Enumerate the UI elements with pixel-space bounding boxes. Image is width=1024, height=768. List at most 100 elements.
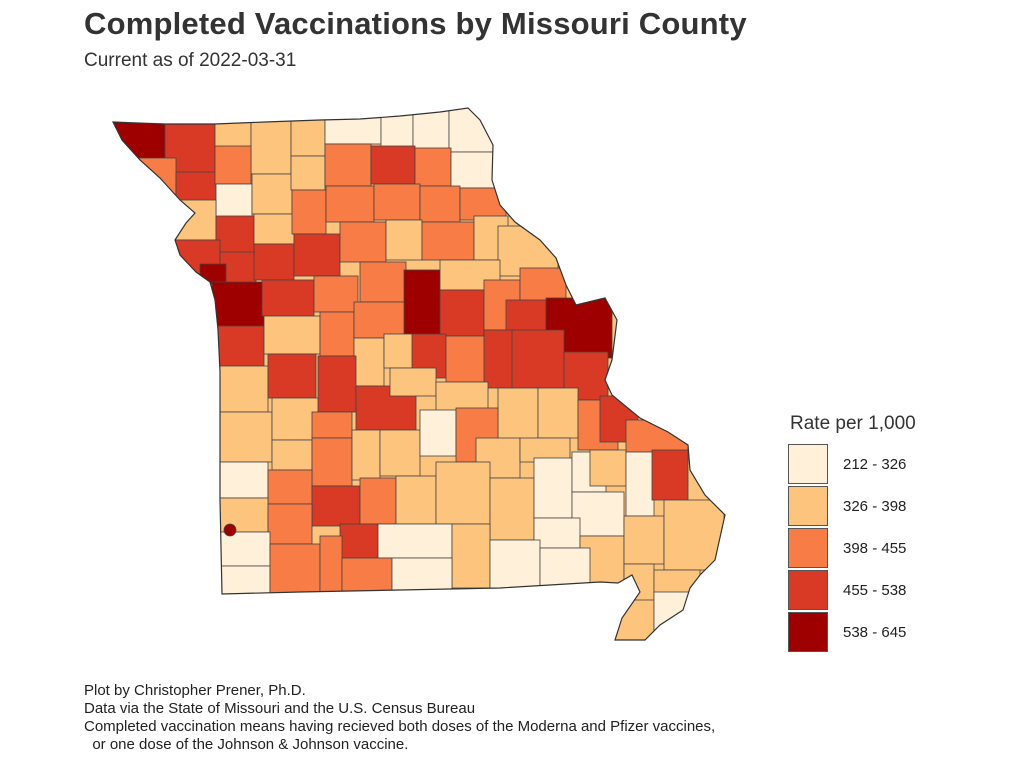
county — [533, 517, 581, 549]
county — [623, 515, 665, 565]
county — [379, 429, 421, 477]
county — [313, 275, 359, 313]
county — [421, 221, 475, 261]
county — [483, 329, 515, 389]
county — [339, 221, 387, 263]
county — [219, 461, 269, 499]
county — [175, 171, 217, 205]
caption-line: Completed vaccination means having recie… — [84, 718, 716, 735]
county — [311, 411, 353, 439]
county — [448, 108, 498, 153]
county — [380, 113, 414, 149]
county — [214, 145, 252, 185]
county — [317, 355, 357, 413]
county — [383, 333, 415, 369]
county — [341, 557, 393, 595]
county — [623, 563, 655, 605]
county — [319, 311, 355, 357]
county — [511, 329, 565, 389]
county — [435, 381, 489, 413]
legend-label: 326 - 398 — [843, 498, 907, 515]
county — [651, 449, 689, 501]
county — [359, 261, 407, 303]
legend-item: 538 - 645 — [788, 612, 988, 654]
legend-swatch — [788, 528, 828, 568]
legend-swatch — [788, 444, 828, 484]
county — [377, 523, 453, 559]
county — [223, 523, 237, 537]
county — [215, 325, 265, 367]
county — [353, 301, 405, 339]
county — [319, 535, 343, 595]
county — [370, 145, 416, 185]
county — [351, 429, 381, 481]
county — [339, 523, 379, 559]
caption: Plot by Christopher Prener, Ph.D. Data v… — [84, 682, 715, 754]
county — [271, 439, 313, 471]
county — [359, 477, 397, 525]
county — [385, 219, 423, 261]
county — [373, 183, 421, 221]
county — [414, 147, 452, 187]
county — [625, 419, 689, 453]
county — [353, 337, 385, 387]
county — [419, 409, 457, 457]
county — [219, 531, 271, 567]
caption-line: Plot by Christopher Prener, Ph.D. — [84, 682, 306, 699]
county — [653, 591, 695, 640]
county — [293, 233, 341, 277]
legend-swatch — [788, 486, 828, 526]
county — [129, 157, 177, 201]
county — [391, 557, 453, 595]
county — [251, 173, 293, 215]
county — [219, 411, 273, 463]
county — [253, 213, 295, 245]
county-fills — [113, 108, 725, 640]
legend-label: 398 - 455 — [843, 540, 907, 557]
legend-swatch — [788, 612, 828, 652]
legend-label: 212 - 326 — [843, 456, 907, 473]
county — [271, 397, 319, 441]
county — [290, 117, 326, 157]
county — [267, 469, 313, 505]
legend-swatch — [788, 570, 828, 610]
county — [219, 565, 271, 597]
county — [537, 387, 579, 439]
legend-title: Rate per 1,000 — [790, 413, 916, 434]
legend-item: 326 - 398 — [788, 486, 988, 528]
county — [325, 185, 375, 223]
county — [489, 539, 541, 591]
caption-line: or one dose of the Johnson & Johnson vac… — [84, 736, 409, 753]
county — [269, 543, 321, 595]
county — [450, 151, 498, 189]
county — [395, 475, 437, 525]
county — [215, 183, 253, 219]
county — [505, 299, 547, 335]
legend-item: 212 - 326 — [788, 444, 988, 486]
caption-line: Data via the State of Missouri and the U… — [84, 700, 476, 717]
county — [489, 477, 535, 541]
county — [267, 503, 313, 545]
county — [290, 155, 326, 191]
county — [263, 315, 321, 355]
county — [199, 263, 227, 285]
county — [253, 243, 295, 281]
county — [215, 215, 255, 255]
county — [625, 451, 655, 517]
county — [261, 279, 315, 317]
legend-label: 455 - 538 — [843, 582, 907, 599]
county — [412, 109, 450, 151]
county — [533, 457, 573, 519]
county — [419, 185, 461, 223]
county — [445, 335, 487, 383]
legend-item: 398 - 455 — [788, 528, 988, 570]
county — [451, 523, 491, 589]
county — [439, 289, 485, 337]
county — [250, 119, 292, 175]
county — [589, 449, 627, 487]
county — [571, 491, 625, 537]
legend-item: 455 - 538 — [788, 570, 988, 612]
county — [217, 365, 269, 413]
map-title: Completed Vaccinations by Missouri Count… — [84, 6, 747, 41]
